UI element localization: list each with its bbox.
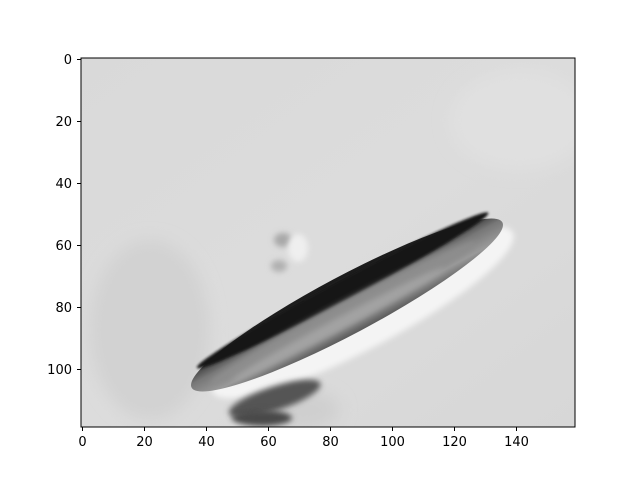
y-tick-label: 60 xyxy=(55,239,72,254)
x-tick-label: 80 xyxy=(322,435,339,450)
cell-ellipse xyxy=(191,212,503,392)
y-tick-label: 80 xyxy=(55,301,72,316)
y-tick-label: 100 xyxy=(47,363,72,378)
x-tick-label: 40 xyxy=(198,435,215,450)
x-tick-label: 140 xyxy=(504,435,529,450)
x-tick-label: 60 xyxy=(260,435,277,450)
plot-frame xyxy=(80,57,576,428)
x-tick-label: 120 xyxy=(442,435,467,450)
x-tick-label: 0 xyxy=(78,435,86,450)
x-tick-label: 100 xyxy=(380,435,405,450)
x-axis: 0 20 40 60 80 100 120 140 xyxy=(78,427,529,450)
y-tick-label: 0 xyxy=(64,53,72,68)
y-tick-label: 20 xyxy=(55,115,72,130)
y-tick-label: 40 xyxy=(55,177,72,192)
y-axis: 0 20 40 60 80 100 xyxy=(47,53,81,378)
x-tick-label: 20 xyxy=(136,435,153,450)
image-canvas xyxy=(81,58,575,427)
